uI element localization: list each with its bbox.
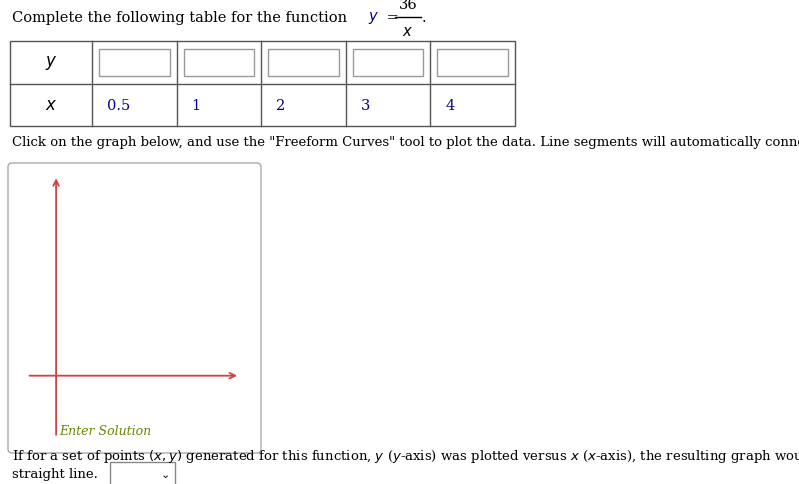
Text: Enter Solution: Enter Solution: [59, 424, 151, 437]
Text: =: =: [382, 11, 403, 25]
Text: .: .: [422, 11, 427, 25]
Text: 1: 1: [192, 99, 201, 112]
Bar: [353, 50, 423, 76]
Text: straight line.: straight line.: [12, 468, 97, 481]
Text: $x$: $x$: [45, 97, 58, 114]
Text: $y$: $y$: [45, 54, 58, 72]
Text: If for a set of points $(x, y)$ generated for this function, $y$ ($y$-axis) was : If for a set of points $(x, y)$ generate…: [12, 448, 799, 465]
Text: 2: 2: [276, 99, 285, 112]
Text: ⌄: ⌄: [161, 469, 169, 479]
Text: Click on the graph below, and use the "Freeform Curves" tool to plot the data. L: Click on the graph below, and use the "F…: [12, 136, 799, 149]
Text: $y$: $y$: [368, 10, 380, 26]
Bar: [437, 50, 508, 76]
Bar: [268, 50, 339, 76]
Bar: [99, 50, 169, 76]
Bar: [184, 50, 254, 76]
Text: 36: 36: [399, 0, 417, 12]
Text: 3: 3: [361, 99, 370, 112]
Text: $x$: $x$: [403, 25, 414, 39]
FancyBboxPatch shape: [8, 164, 261, 453]
Bar: [110, 462, 175, 484]
Bar: [10, 42, 515, 127]
Text: 4: 4: [445, 99, 455, 112]
Text: Complete the following table for the function: Complete the following table for the fun…: [12, 11, 352, 25]
Text: 0.5: 0.5: [107, 99, 130, 112]
